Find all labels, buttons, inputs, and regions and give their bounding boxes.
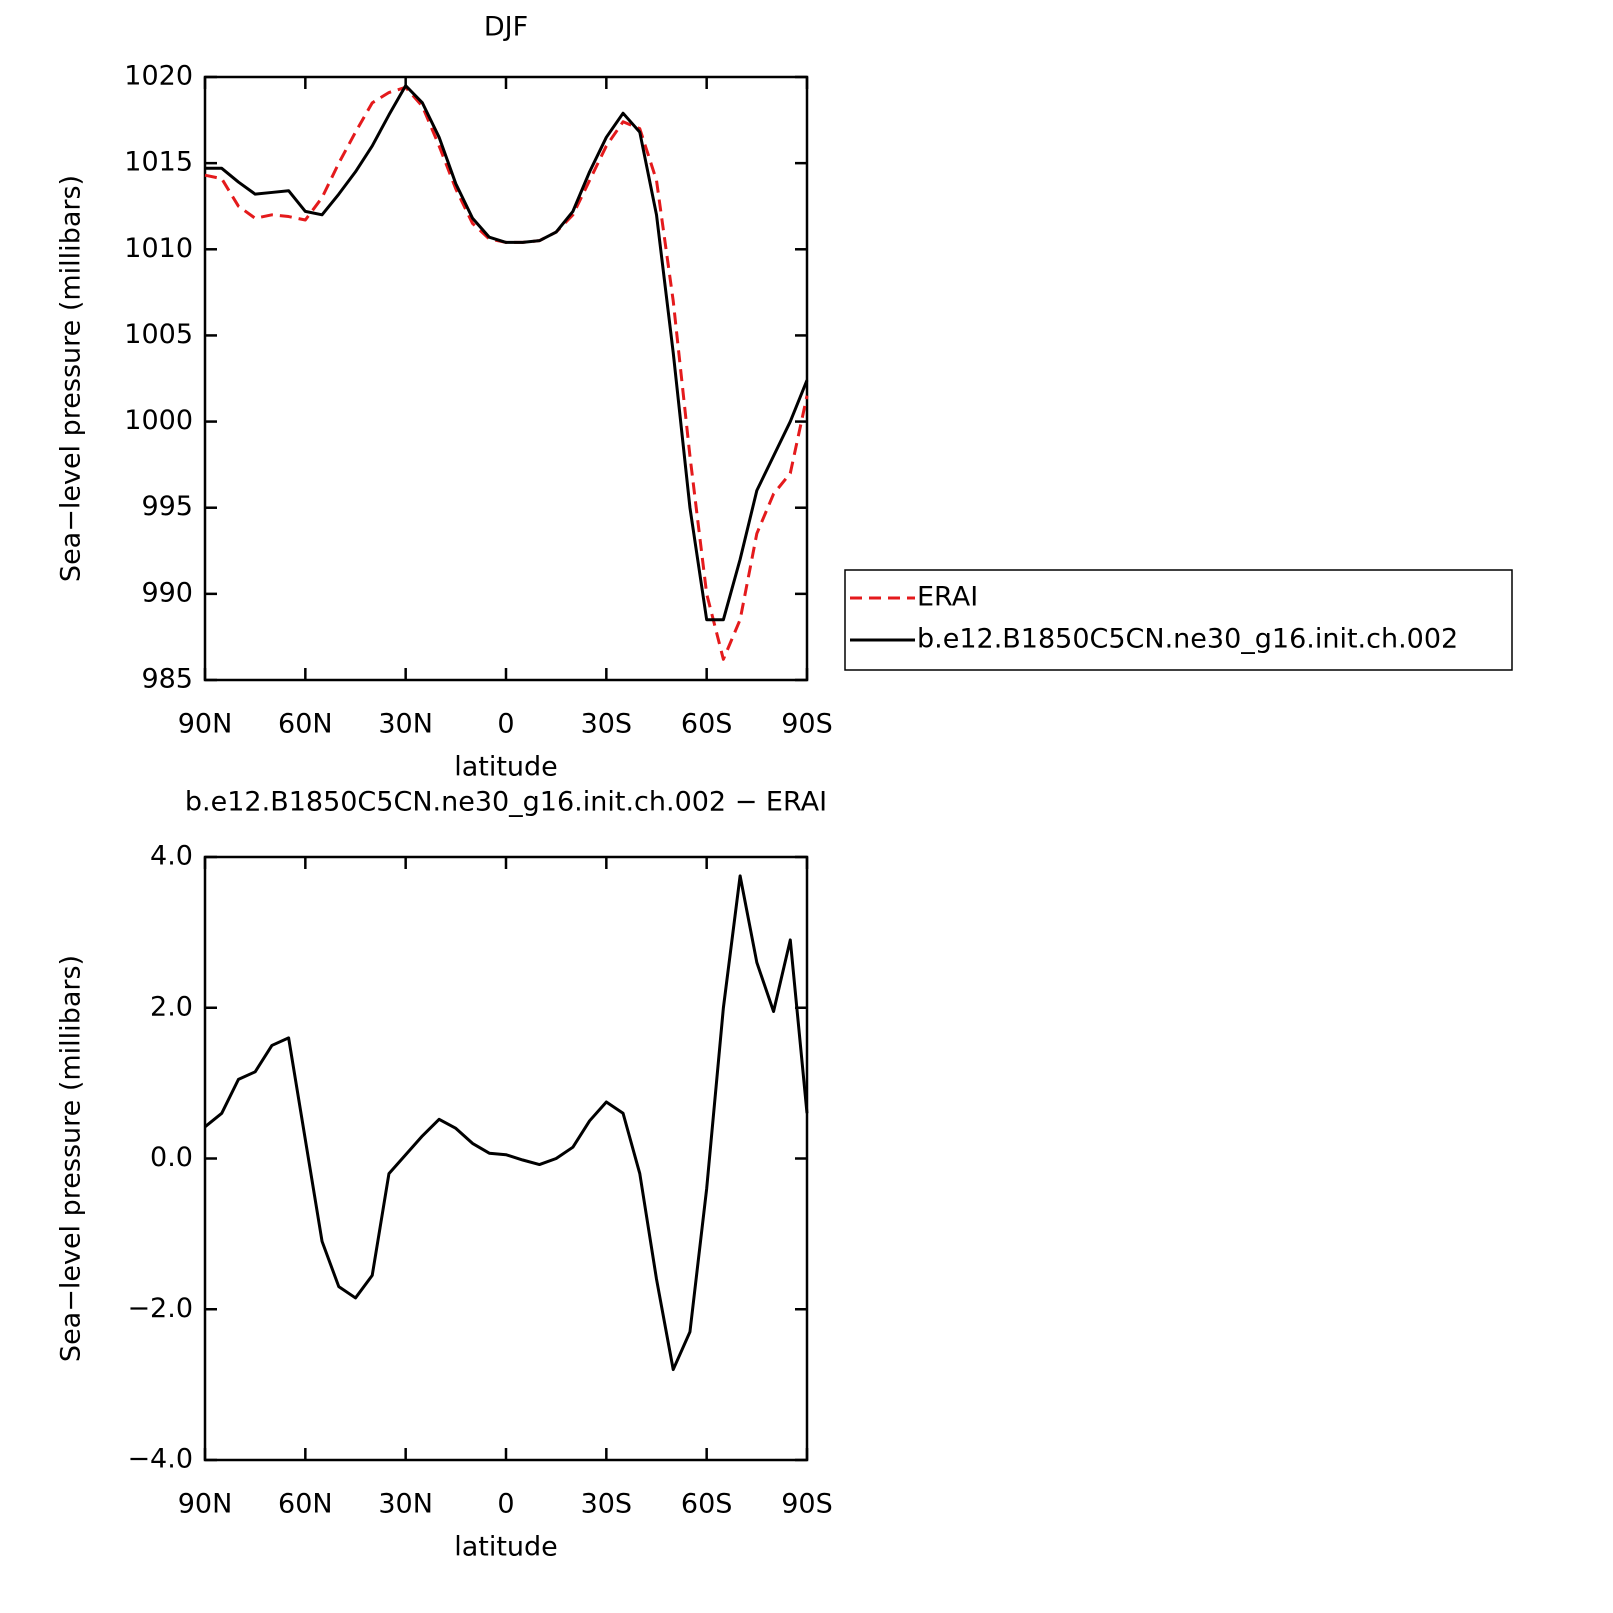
data-line (204, 85, 809, 661)
x-tick-label: 60N (278, 1489, 333, 1520)
chart-title: b.e12.B1850C5CN.ne30_g16.init.ch.002 − E… (185, 787, 827, 818)
x-tick-label: 60S (681, 1489, 733, 1520)
legend-label: b.e12.B1850C5CN.ne30_g16.init.ch.002 (917, 624, 1458, 655)
y-tick-label: 0.0 (150, 1142, 193, 1173)
x-tick-label: 90N (178, 709, 233, 740)
x-tick-label: 0 (497, 1489, 514, 1520)
y-tick-label: −4.0 (127, 1444, 193, 1475)
y-tick-label: 1015 (124, 147, 193, 178)
legend-box (844, 569, 1513, 671)
x-tick-label: 30N (378, 709, 433, 740)
x-axis-label: latitude (454, 752, 558, 783)
data-line (204, 874, 809, 1372)
y-tick-label: 4.0 (150, 841, 193, 872)
x-tick-label: 30N (378, 1489, 433, 1520)
legend-label: ERAI (917, 582, 978, 613)
x-tick-label: 60N (278, 709, 333, 740)
x-tick-label: 90S (781, 1489, 833, 1520)
x-tick-label: 30S (581, 1489, 633, 1520)
x-tick-label: 0 (497, 709, 514, 740)
y-tick-label: 1000 (124, 405, 193, 436)
x-tick-label: 30S (581, 709, 633, 740)
y-tick-label: 1020 (124, 61, 193, 92)
y-tick-label: 1010 (124, 233, 193, 264)
y-tick-label: 990 (141, 577, 193, 608)
y-tick-label: 2.0 (150, 991, 193, 1022)
y-axis-label: Sea−level pressure (millibars) (56, 955, 87, 1362)
chart-title: DJF (484, 12, 528, 43)
x-tick-label: 90S (781, 709, 833, 740)
x-tick-label: 90N (178, 1489, 233, 1520)
y-tick-label: 1005 (124, 319, 193, 350)
plot-frame (203, 75, 809, 682)
plot-frame (203, 855, 809, 1462)
y-tick-label: −2.0 (127, 1293, 193, 1324)
x-tick-label: 60S (681, 709, 733, 740)
y-tick-label: 995 (141, 491, 193, 522)
y-axis-label: Sea−level pressure (millibars) (56, 175, 87, 582)
x-axis-label: latitude (454, 1532, 558, 1563)
data-line (205, 84, 809, 622)
y-tick-label: 985 (141, 664, 193, 695)
